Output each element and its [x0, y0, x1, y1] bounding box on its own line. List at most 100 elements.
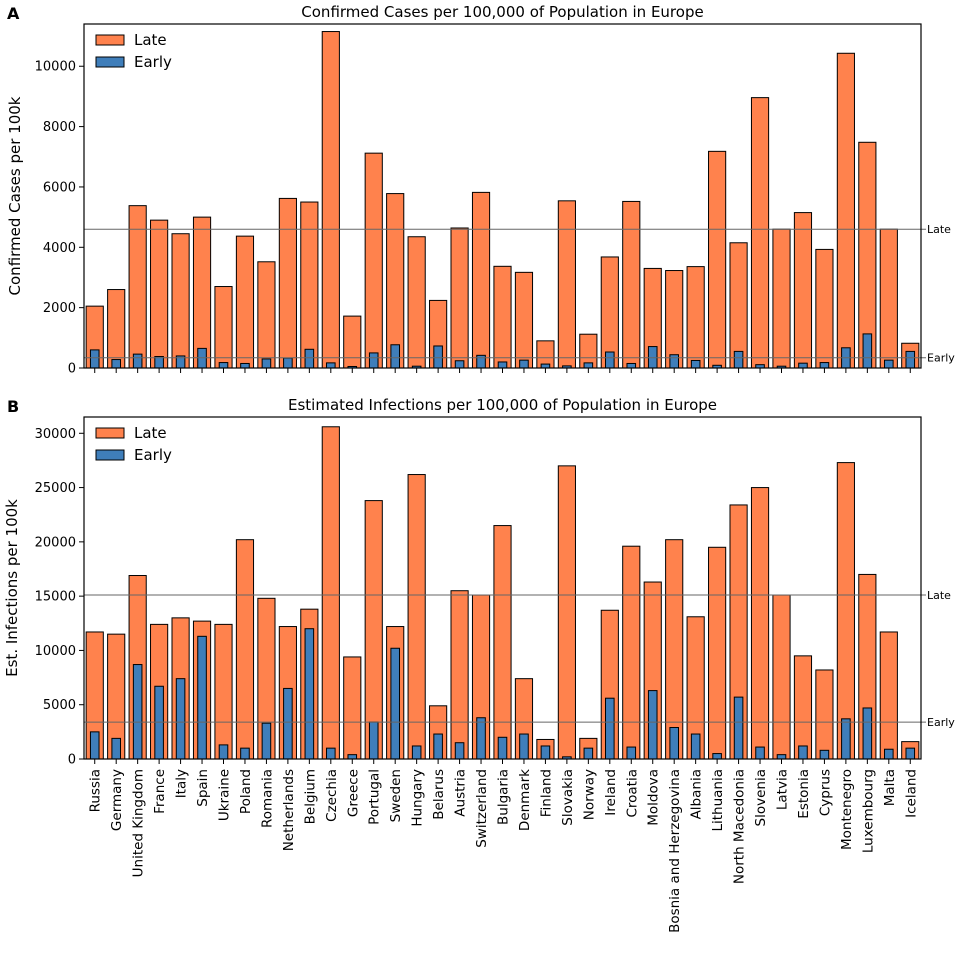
x-tick-label: France	[152, 769, 168, 814]
bar-early-bosnia-and-herzegovina	[669, 354, 679, 369]
bar-early-netherlands	[283, 687, 293, 760]
bar-early-netherlands	[283, 357, 293, 369]
x-tick-label: Ireland	[603, 769, 619, 816]
bar-early-portugal	[368, 352, 379, 369]
bar-early-norway	[583, 362, 594, 369]
bar-early-croatia	[626, 746, 637, 760]
x-tick-label: Luxembourg	[860, 769, 876, 853]
legend-label-late: Late	[134, 31, 167, 49]
bar-early-hungary	[411, 745, 422, 760]
x-tick-label: Bulgaria	[496, 769, 512, 825]
x-tick-label: Denmark	[517, 769, 533, 831]
bar-late-estonia	[793, 212, 813, 369]
bar-early-estonia	[798, 745, 808, 760]
bar-early-moldova	[647, 690, 658, 760]
bar-late-austria	[450, 227, 469, 369]
x-tick-label: Slovakia	[560, 769, 576, 826]
x-tick-label: Greece	[345, 769, 361, 817]
x-tick-label: Netherlands	[281, 769, 297, 851]
bar-late-greece	[343, 315, 362, 369]
bar-early-estonia	[798, 362, 808, 369]
y-axis-label: Confirmed Cases per 100k	[6, 96, 24, 295]
bar-late-romania	[257, 261, 276, 369]
bar-late-czechia	[321, 426, 340, 760]
bar-late-greece	[343, 656, 362, 760]
legend-swatch-early	[95, 449, 125, 461]
bar-early-norway	[583, 747, 594, 760]
bar-early-romania	[261, 358, 272, 369]
bar-early-belarus	[433, 345, 443, 369]
x-tick-label: Romania	[259, 769, 275, 828]
bar-late-cyprus	[815, 248, 834, 369]
bar-early-belgium	[304, 348, 315, 369]
bar-early-italy	[175, 678, 186, 760]
bar-early-poland	[240, 362, 250, 369]
bar-early-denmark	[519, 359, 529, 369]
bar-late-malta	[879, 228, 898, 369]
panel-a: A Confirmed Cases per 100,000 of Populati…	[6, 3, 955, 377]
bar-late-ireland	[600, 256, 619, 369]
x-tick-label: Spain	[195, 769, 211, 807]
bar-early-portugal	[368, 721, 379, 760]
reference-label-early: Early	[927, 716, 955, 729]
bar-late-slovakia	[557, 200, 576, 369]
x-tick-label: Portugal	[367, 769, 383, 825]
bar-late-malta	[879, 631, 898, 760]
bar-early-bulgaria	[497, 736, 508, 760]
bar-late-germany	[107, 289, 126, 369]
bar-late-switzerland	[471, 191, 491, 369]
bar-early-russia	[89, 731, 100, 760]
x-tick-label: Bosnia and Herzegovina	[667, 769, 683, 933]
bar-late-bulgaria	[493, 525, 512, 760]
bar-late-hungary	[407, 474, 426, 760]
bar-late-portugal	[364, 152, 383, 369]
y-tick-label: 30000	[35, 427, 76, 442]
y-tick-label: 0	[68, 753, 76, 768]
bar-early-ireland	[605, 697, 615, 760]
panel-letter: B	[7, 397, 19, 416]
bar-late-belgium	[300, 201, 319, 369]
bar-early-switzerland	[476, 354, 486, 369]
bar-early-luxembourg	[862, 333, 873, 369]
legend-swatch-early	[95, 56, 125, 68]
y-tick-label: 6000	[43, 180, 76, 195]
bar-early-russia	[89, 349, 100, 369]
bar-early-north-macedonia	[733, 350, 744, 369]
bar-late-united-kingdom	[128, 205, 147, 369]
bar-early-belarus	[433, 733, 443, 760]
x-tick-label: Italy	[174, 769, 190, 798]
legend-label-early: Early	[134, 446, 172, 464]
bar-late-portugal	[364, 500, 383, 760]
x-tick-label: Finland	[538, 769, 554, 817]
bar-early-latvia	[776, 754, 787, 760]
bar-early-cyprus	[819, 362, 830, 369]
bar-late-spain	[192, 216, 212, 369]
bar-early-denmark	[519, 733, 529, 760]
x-tick-label: Czechia	[324, 769, 340, 822]
reference-label-late: Late	[927, 589, 951, 602]
legend-label-early: Early	[134, 53, 172, 71]
bar-early-germany	[111, 359, 121, 369]
legend-swatch-late	[95, 427, 125, 439]
bar-late-italy	[171, 233, 190, 369]
bar-late-croatia	[622, 200, 641, 369]
country-labels: Russia Germany United Kingdom France Italy Sp…	[88, 769, 920, 933]
bar-early-sweden	[390, 344, 400, 369]
y-tick-label: 20000	[35, 535, 76, 550]
bar-late-poland	[235, 539, 255, 760]
bar-late-lithuania	[708, 150, 727, 369]
bar-early-albania	[690, 733, 701, 760]
bar-early-bulgaria	[497, 361, 508, 369]
x-tick-label: Russia	[88, 769, 104, 812]
bar-early-ukraine	[218, 362, 229, 369]
legend: Late Early	[95, 424, 172, 464]
bar-early-slovenia	[755, 746, 765, 760]
bar-early-austria	[454, 360, 465, 369]
x-tick-label: Lithuania	[710, 769, 726, 832]
bar-late-slovakia	[557, 465, 576, 760]
bar-early-iceland	[905, 747, 916, 760]
bar-late-bosnia-and-herzegovina	[665, 270, 684, 369]
bar-early-switzerland	[476, 717, 486, 760]
bar-late-albania	[686, 266, 705, 369]
